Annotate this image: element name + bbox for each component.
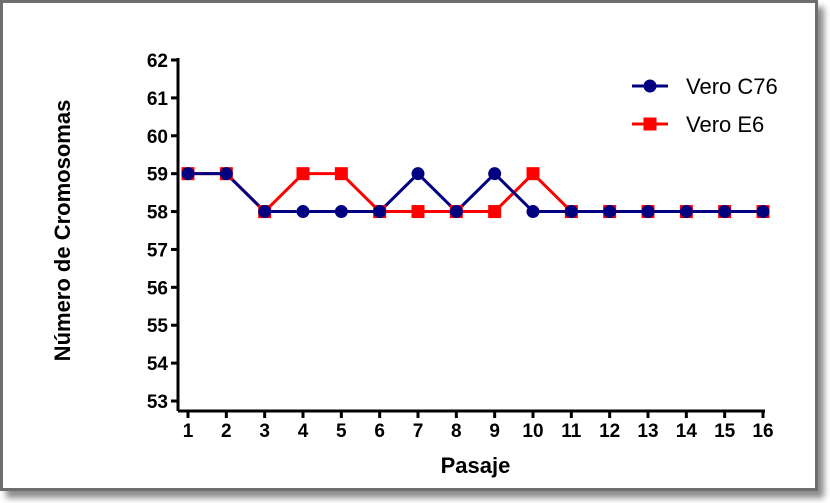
data-point-vero-c76 [373, 205, 387, 219]
x-tick-label: 4 [298, 421, 309, 442]
x-tick-label: 14 [676, 421, 698, 442]
data-point-vero-c76 [296, 205, 310, 219]
legend-label: Vero E6 [686, 112, 764, 137]
x-tick-label: 11 [561, 421, 582, 442]
data-point-vero-c76 [258, 205, 272, 219]
x-tick-label: 3 [259, 421, 270, 442]
x-tick-label: 9 [489, 421, 500, 442]
data-point-vero-c76 [411, 167, 425, 181]
y-tick-label: 55 [147, 316, 169, 337]
x-tick-label: 10 [522, 421, 543, 442]
x-tick-label: 15 [714, 421, 736, 442]
y-tick-label: 56 [147, 278, 168, 299]
y-tick-label: 54 [147, 354, 169, 375]
legend-marker-circle [643, 79, 657, 93]
data-point-vero-e6 [411, 205, 425, 219]
y-axis-label: Número de Cromosomas [50, 100, 75, 362]
chart-frame [0, 0, 818, 491]
data-point-vero-c76 [181, 167, 195, 181]
y-tick-label: 59 [147, 165, 168, 186]
x-tick-label: 8 [451, 421, 462, 442]
x-tick-label: 12 [599, 421, 620, 442]
data-point-vero-c76 [526, 205, 540, 219]
x-tick-label: 13 [637, 421, 658, 442]
data-point-vero-c76 [641, 205, 655, 219]
x-tick-label: 6 [374, 421, 385, 442]
x-tick-label: 2 [221, 421, 232, 442]
y-tick-label: 57 [147, 240, 168, 261]
data-point-vero-e6 [296, 167, 310, 181]
x-tick-label: 7 [413, 421, 424, 442]
legend: Vero C76 Vero E6 [632, 74, 778, 137]
x-tick-label: 5 [336, 421, 347, 442]
x-tick-label: 16 [752, 421, 773, 442]
data-point-vero-c76 [679, 205, 693, 219]
data-point-vero-e6 [526, 167, 540, 181]
axes [171, 58, 765, 418]
series-line-vero-c76 [188, 172, 763, 214]
legend-marker-square [643, 117, 657, 131]
y-tick-label: 53 [147, 392, 168, 413]
data-point-vero-c76 [756, 205, 770, 219]
y-tick-label: 60 [147, 127, 168, 148]
data-point-vero-c76 [718, 205, 732, 219]
legend-label: Vero C76 [686, 74, 778, 99]
data-point-vero-c76 [564, 205, 578, 219]
data-point-vero-e6 [488, 205, 502, 219]
data-point-vero-c76 [449, 205, 463, 219]
data-point-vero-c76 [603, 205, 617, 219]
data-point-vero-c76 [219, 167, 233, 181]
y-tick-label: 58 [147, 203, 168, 224]
data-point-vero-c76 [334, 205, 348, 219]
series-lines [188, 172, 763, 214]
data-point-vero-e6 [334, 167, 348, 181]
x-tick-label: 1 [183, 421, 194, 442]
y-tick-label: 62 [147, 51, 168, 72]
series-markers [181, 167, 770, 219]
x-axis-label: Pasaje [441, 453, 511, 478]
data-point-vero-c76 [488, 167, 502, 181]
y-tick-label: 61 [147, 89, 169, 110]
